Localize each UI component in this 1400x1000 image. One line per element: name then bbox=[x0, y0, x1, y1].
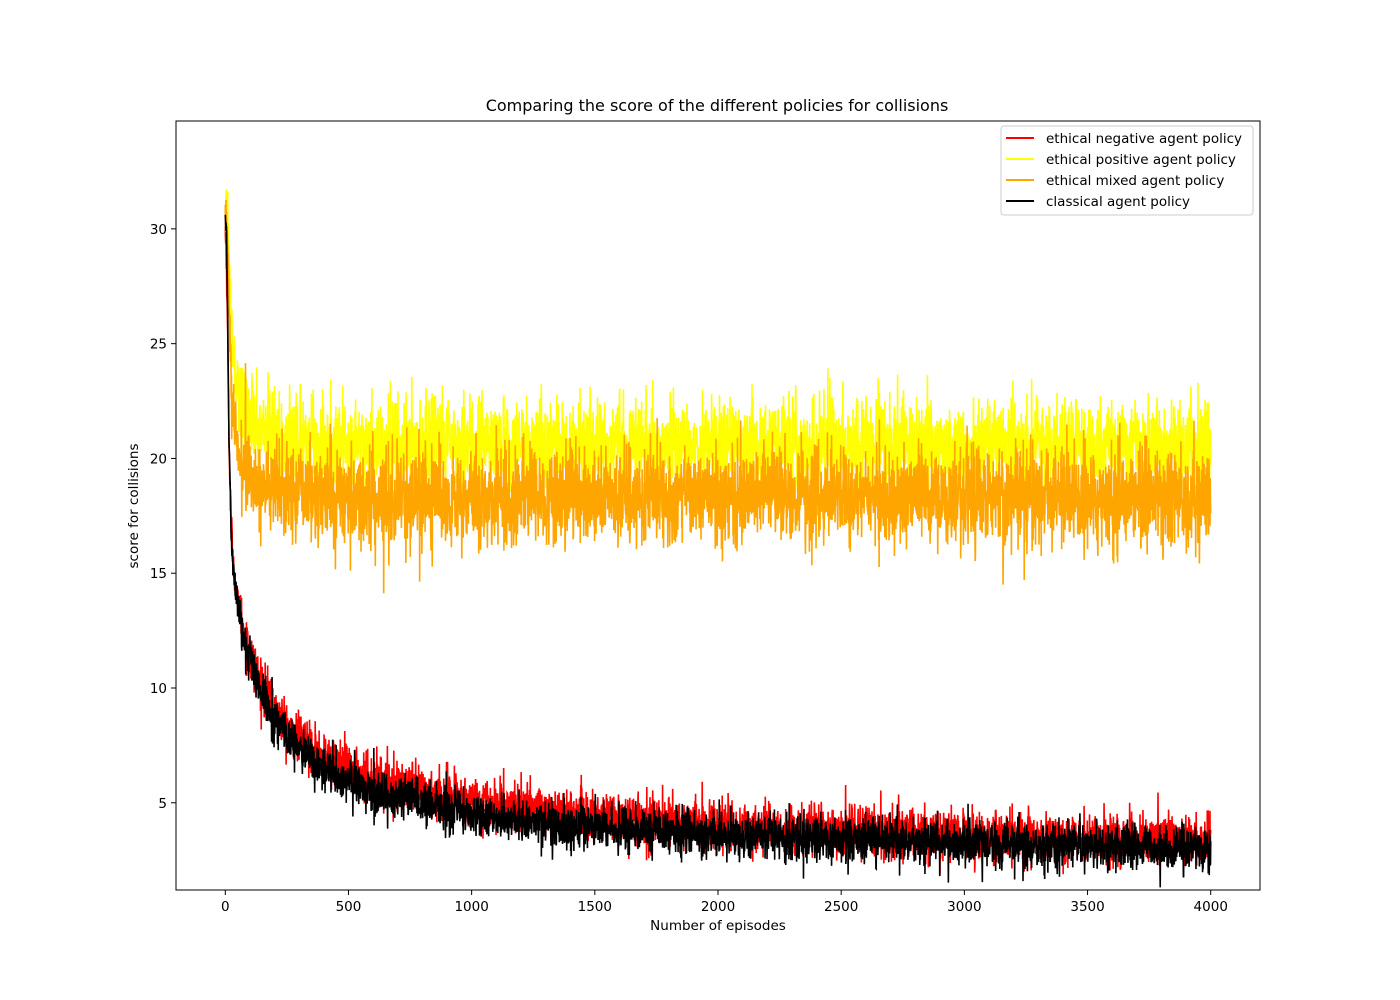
y-axis-label: score for collisions bbox=[126, 444, 142, 569]
legend-label: ethical negative agent policy bbox=[1046, 131, 1242, 147]
y-tick-label: 5 bbox=[158, 796, 167, 812]
x-axis: 0 500 1000 1500 2000 2500 3000 3500 4000 bbox=[221, 890, 1228, 915]
legend-label: ethical positive agent policy bbox=[1046, 152, 1236, 168]
series-line-1 bbox=[224, 189, 1212, 533]
y-tick-label: 15 bbox=[150, 566, 167, 582]
chart-title: Comparing the score of the different pol… bbox=[486, 96, 949, 115]
y-tick-label: 25 bbox=[150, 337, 167, 353]
legend-label: ethical mixed agent policy bbox=[1046, 173, 1224, 189]
x-tick-label: 3000 bbox=[947, 899, 981, 915]
x-tick-label: 0 bbox=[221, 899, 230, 915]
x-tick-label: 4000 bbox=[1194, 899, 1228, 915]
y-tick-label: 30 bbox=[150, 222, 167, 238]
x-tick-label: 1500 bbox=[578, 899, 612, 915]
legend-label: classical agent policy bbox=[1046, 194, 1190, 210]
y-tick-label: 20 bbox=[150, 451, 167, 467]
legend-box bbox=[1000, 125, 1254, 216]
y-tick-label: 10 bbox=[150, 681, 167, 697]
legend: ethical negative agent policy ethical pos… bbox=[1000, 125, 1254, 216]
x-tick-label: 2500 bbox=[824, 899, 858, 915]
series-line-2 bbox=[224, 199, 1212, 594]
series-layer bbox=[224, 189, 1212, 888]
series-line-3 bbox=[224, 214, 1212, 888]
x-tick-label: 3500 bbox=[1070, 899, 1104, 915]
x-tick-label: 500 bbox=[336, 899, 362, 915]
x-axis-label: Number of episodes bbox=[650, 918, 786, 934]
y-axis: 5 10 15 20 25 30 bbox=[150, 222, 176, 812]
x-tick-label: 2000 bbox=[701, 899, 735, 915]
x-tick-label: 1000 bbox=[454, 899, 488, 915]
